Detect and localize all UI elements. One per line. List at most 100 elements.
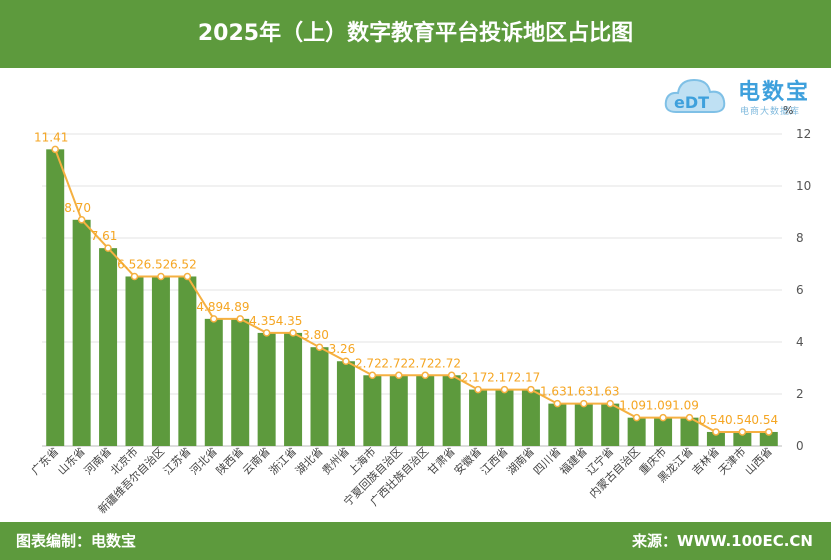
bar xyxy=(706,431,725,446)
x-category-label: 江苏省 xyxy=(161,445,194,478)
bar xyxy=(548,403,567,446)
data-label: 4.89 xyxy=(223,300,250,314)
x-category-label: 山西省 xyxy=(742,445,775,478)
chart-header: 2025年（上）数字教育平台投诉地区占比图 xyxy=(0,0,831,68)
data-label: 6.52 xyxy=(144,257,171,271)
x-category-label: 甘肃省 xyxy=(425,445,458,478)
line-point xyxy=(315,343,324,351)
line-point xyxy=(421,371,429,380)
line-point xyxy=(527,385,535,394)
bar xyxy=(151,276,170,446)
x-category-label: 吉林省 xyxy=(689,444,722,477)
x-category-label: 福建省 xyxy=(557,444,590,477)
data-label: 3.80 xyxy=(302,328,329,342)
line-point xyxy=(157,272,165,281)
data-label: 0.54 xyxy=(699,413,726,427)
bar xyxy=(680,417,699,446)
bar xyxy=(733,431,752,446)
line-point xyxy=(606,399,614,408)
data-label: 2.17 xyxy=(487,371,514,385)
data-label: 4.35 xyxy=(249,314,276,328)
data-label: 11.41 xyxy=(34,130,68,144)
cloud-logo-icon: eDT xyxy=(664,78,726,113)
line-point xyxy=(104,244,112,252)
bar xyxy=(521,389,540,446)
x-category-label: 山东省 xyxy=(55,445,88,478)
bar xyxy=(99,248,118,446)
line-point xyxy=(447,371,456,380)
x-category-label: 浙江省 xyxy=(267,445,300,478)
data-label: 1.09 xyxy=(619,399,646,413)
line-point xyxy=(712,428,720,436)
bar xyxy=(389,375,408,446)
chart-footer: 图表编制：电数宝 来源：WWW.100EC.CN xyxy=(0,522,831,560)
data-label: 0.54 xyxy=(725,413,752,427)
bar xyxy=(442,375,461,446)
data-label: 2.17 xyxy=(461,371,488,385)
data-label: 4.35 xyxy=(276,314,303,328)
line-point xyxy=(236,315,244,323)
x-category-label: 江西省 xyxy=(478,445,511,478)
y-tick-label: 12 xyxy=(796,127,811,141)
line-point xyxy=(738,428,747,436)
bar xyxy=(178,276,197,446)
data-label: 2.72 xyxy=(355,356,382,370)
brand-logo: eDT 电数宝 电商大数据库 xyxy=(662,72,822,122)
x-category-label: 安徽省 xyxy=(451,444,484,477)
line-point xyxy=(210,315,218,323)
line-point xyxy=(632,413,641,422)
line-point xyxy=(342,357,350,365)
x-category-label: 河北省 xyxy=(187,445,220,478)
bar xyxy=(125,276,144,446)
data-label: 1.09 xyxy=(646,399,673,413)
x-category-label: 陕西省 xyxy=(213,444,246,477)
bar xyxy=(336,361,355,446)
data-label: 1.09 xyxy=(672,399,699,413)
line-point xyxy=(77,216,86,224)
x-category-label: 广东省 xyxy=(29,445,62,478)
bar-line-chart: 11.418.707.616.52 6.52 6.524.89 4.894.35 4.3… xyxy=(29,127,811,516)
bar xyxy=(310,347,329,446)
bar xyxy=(204,318,223,446)
line-point xyxy=(553,399,562,408)
bar xyxy=(363,375,382,446)
bar xyxy=(469,389,488,446)
data-label: 2.72 xyxy=(408,356,435,370)
line-point xyxy=(659,413,667,422)
logo-brand: 电数宝 xyxy=(738,80,811,105)
x-category-label: 湖北省 xyxy=(293,445,326,478)
data-label: 1.63 xyxy=(593,385,620,399)
bar xyxy=(416,375,435,446)
y-tick-label: 4 xyxy=(796,335,804,349)
data-label: 4.89 xyxy=(196,300,223,314)
footer-source: 来源：WWW.100EC.CN xyxy=(632,532,813,550)
line-point xyxy=(395,371,403,380)
line-point xyxy=(474,385,482,394)
data-label: 2.72 xyxy=(434,356,461,370)
line-point xyxy=(765,428,773,436)
x-category-label: 云南省 xyxy=(240,445,273,478)
chart-title: 2025年（上）数字教育平台投诉地区占比图 xyxy=(197,21,634,46)
line-point xyxy=(500,385,509,394)
line-point xyxy=(580,399,588,408)
bar xyxy=(574,403,593,446)
data-label: 6.52 xyxy=(170,257,197,271)
bar xyxy=(46,149,65,446)
bar xyxy=(495,389,514,446)
y-axis-unit: % xyxy=(783,104,794,117)
data-label: 2.17 xyxy=(514,371,541,385)
bar xyxy=(72,219,91,446)
logo-subtitle: 电商大数据库 xyxy=(740,107,801,117)
data-label: 3.26 xyxy=(329,342,356,356)
bar xyxy=(257,332,276,446)
y-tick-label: 0 xyxy=(796,439,804,453)
x-category-label: 天津市 xyxy=(715,444,748,477)
data-label: 2.72 xyxy=(381,356,408,370)
x-category-label: 湖南省 xyxy=(505,445,538,478)
bar xyxy=(601,403,620,446)
line-point xyxy=(289,329,297,337)
line-point xyxy=(685,413,694,422)
line-point xyxy=(368,371,377,380)
bar xyxy=(654,417,673,446)
bar xyxy=(231,318,250,446)
